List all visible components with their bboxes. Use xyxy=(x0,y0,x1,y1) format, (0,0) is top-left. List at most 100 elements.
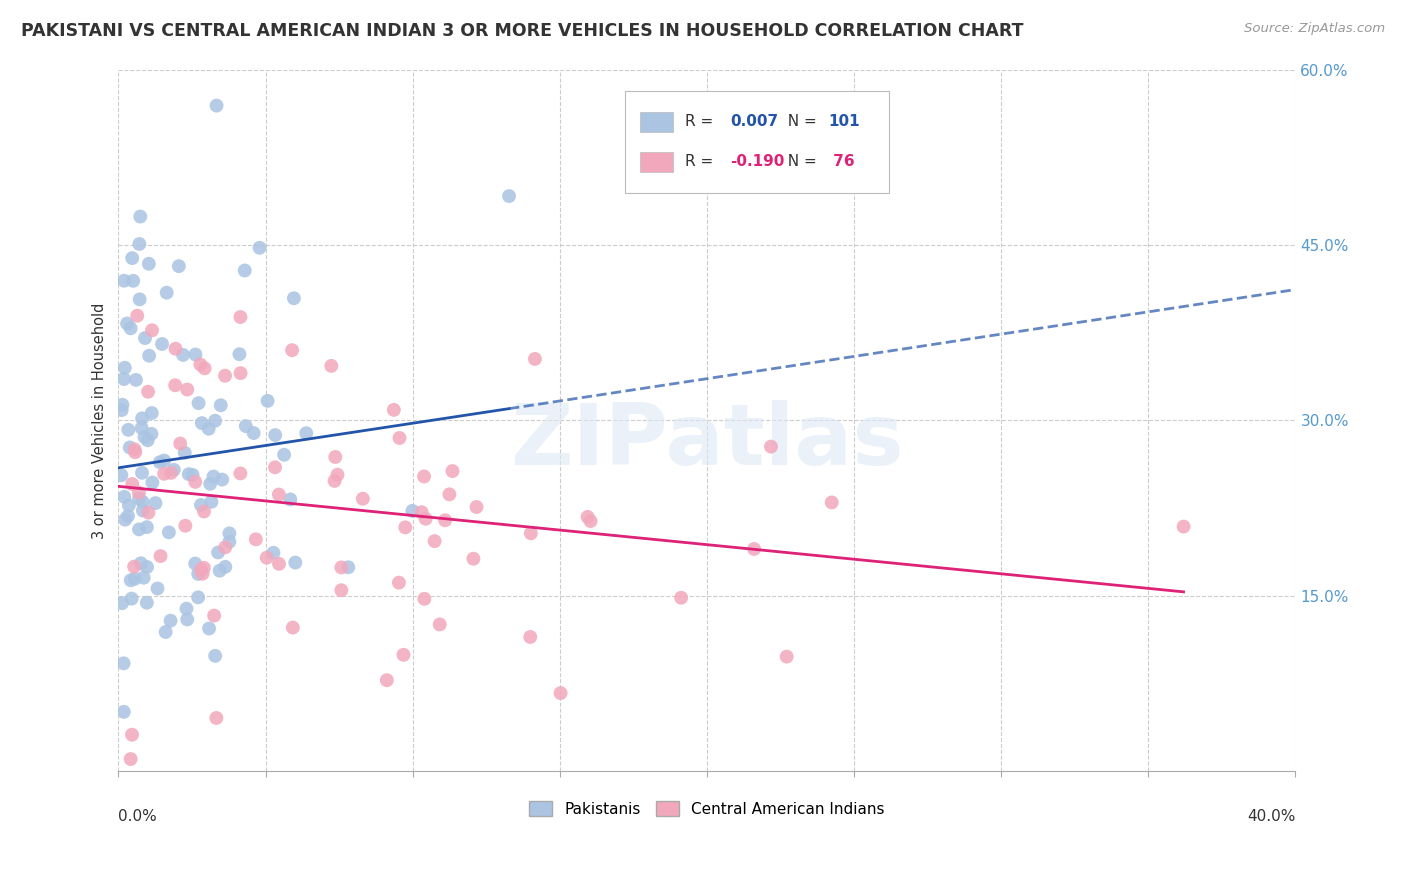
Point xyxy=(124,572,146,586)
Point xyxy=(228,347,250,361)
Point xyxy=(173,446,195,460)
Point xyxy=(163,463,186,477)
Point xyxy=(122,274,145,288)
Point xyxy=(214,559,236,574)
Point xyxy=(401,504,423,518)
Point xyxy=(463,551,485,566)
Point xyxy=(321,359,343,373)
Point xyxy=(235,419,257,434)
Point xyxy=(284,556,307,570)
Text: 0.007: 0.007 xyxy=(731,113,779,128)
Point xyxy=(128,522,150,536)
Point xyxy=(134,331,156,345)
Point xyxy=(136,560,159,574)
Point xyxy=(112,705,135,719)
Text: 101: 101 xyxy=(828,113,860,128)
Point xyxy=(323,474,346,488)
Point xyxy=(121,251,143,265)
Point xyxy=(138,349,160,363)
Point xyxy=(184,475,207,489)
Point xyxy=(411,505,433,519)
Point xyxy=(434,513,457,527)
Point xyxy=(229,366,252,380)
Point xyxy=(157,525,180,540)
Point xyxy=(187,396,209,410)
Point xyxy=(150,337,173,351)
Point xyxy=(190,563,212,577)
Point xyxy=(118,441,141,455)
Text: PAKISTANI VS CENTRAL AMERICAN INDIAN 3 OR MORE VEHICLES IN HOUSEHOLD CORRELATION: PAKISTANI VS CENTRAL AMERICAN INDIAN 3 O… xyxy=(21,22,1024,40)
Point xyxy=(165,378,187,392)
Point xyxy=(323,450,346,464)
Point xyxy=(122,559,145,574)
Point xyxy=(211,473,233,487)
Point xyxy=(138,506,160,520)
Point xyxy=(229,310,252,324)
Point xyxy=(742,541,765,556)
Point xyxy=(160,466,183,480)
Point xyxy=(129,556,152,570)
Point xyxy=(141,323,163,337)
Point xyxy=(111,596,134,610)
Point xyxy=(229,467,252,481)
Text: Source: ZipAtlas.com: Source: ZipAtlas.com xyxy=(1244,22,1385,36)
Point xyxy=(176,383,198,397)
Point xyxy=(375,673,398,688)
Point xyxy=(127,309,149,323)
Point xyxy=(145,496,167,510)
Point xyxy=(131,466,153,480)
Point xyxy=(200,476,222,491)
Text: 0.0%: 0.0% xyxy=(118,809,157,824)
Point xyxy=(550,686,572,700)
Point xyxy=(415,512,437,526)
Point xyxy=(498,189,520,203)
Point xyxy=(129,210,152,224)
Point xyxy=(273,448,295,462)
Point xyxy=(218,534,240,549)
Text: ZIPatlas: ZIPatlas xyxy=(510,400,904,483)
Point xyxy=(138,257,160,271)
Point xyxy=(388,431,411,445)
Point xyxy=(112,657,135,671)
Text: 40.0%: 40.0% xyxy=(1247,809,1295,824)
Point xyxy=(233,263,256,277)
Point xyxy=(249,241,271,255)
Point xyxy=(392,648,415,662)
Point xyxy=(124,445,146,459)
Point xyxy=(149,455,172,469)
Point xyxy=(207,545,229,559)
Point xyxy=(174,518,197,533)
Point xyxy=(202,608,225,623)
Point xyxy=(131,421,153,435)
Point xyxy=(264,460,287,475)
Legend: Pakistanis, Central American Indians: Pakistanis, Central American Indians xyxy=(523,795,891,822)
Point xyxy=(136,384,159,399)
Point xyxy=(167,259,190,273)
Point xyxy=(190,498,212,512)
Point xyxy=(202,469,225,483)
Point xyxy=(330,560,353,574)
Point xyxy=(413,469,436,483)
Point xyxy=(267,487,290,501)
Point xyxy=(214,368,236,383)
Bar xyxy=(640,112,673,132)
Point xyxy=(669,591,692,605)
Point xyxy=(759,440,782,454)
Text: N =: N = xyxy=(778,113,821,128)
Point xyxy=(176,601,198,615)
Point xyxy=(429,617,451,632)
Point xyxy=(110,468,132,483)
Point xyxy=(132,571,155,585)
Point xyxy=(118,499,141,513)
Point xyxy=(245,533,267,547)
Point xyxy=(181,467,204,482)
Point xyxy=(295,426,318,441)
Point xyxy=(159,614,181,628)
Point xyxy=(191,566,214,581)
Point xyxy=(352,491,374,506)
Point xyxy=(184,347,207,361)
Point xyxy=(114,513,136,527)
Point xyxy=(579,514,602,528)
Point xyxy=(264,428,287,442)
Point xyxy=(776,649,799,664)
